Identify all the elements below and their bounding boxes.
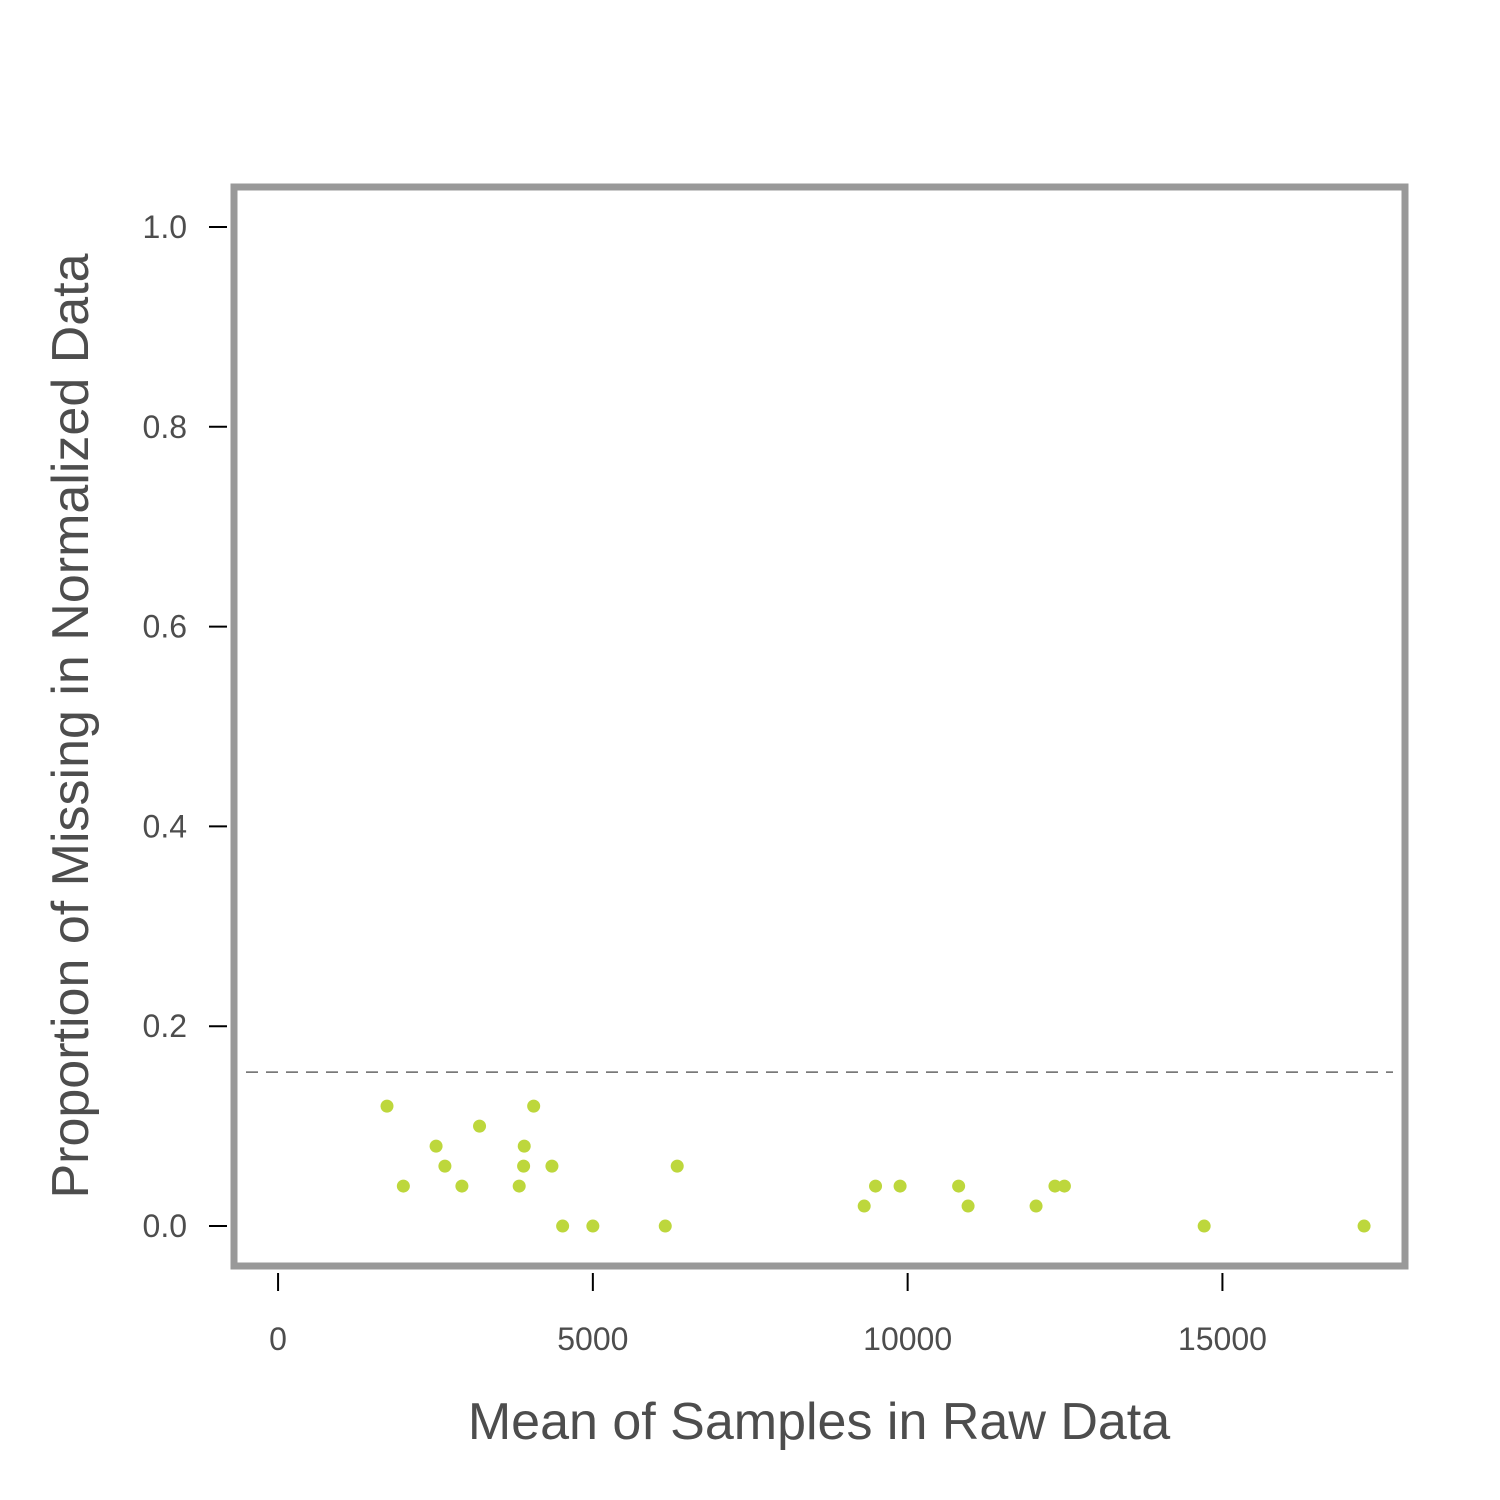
y-tick-label: 0.4 bbox=[143, 808, 187, 844]
plot-frame bbox=[230, 183, 1409, 1270]
data-point bbox=[556, 1219, 570, 1233]
y-tick-label: 0.6 bbox=[143, 609, 187, 645]
data-point bbox=[517, 1159, 531, 1173]
data-point bbox=[473, 1119, 487, 1133]
y-axis-title: Proportion of Missing in Normalized Data bbox=[42, 253, 100, 1198]
data-point bbox=[455, 1179, 469, 1193]
data-point bbox=[438, 1159, 452, 1173]
x-tick-label: 5000 bbox=[557, 1321, 628, 1357]
x-tick-label: 0 bbox=[269, 1321, 287, 1357]
data-point bbox=[1057, 1179, 1071, 1193]
data-point bbox=[857, 1199, 871, 1213]
y-tick-label: 0.0 bbox=[143, 1208, 187, 1244]
data-point bbox=[1197, 1219, 1211, 1233]
data-point bbox=[961, 1199, 975, 1213]
x-tick-label: 15000 bbox=[1178, 1321, 1267, 1357]
plot-layer bbox=[246, 1071, 1393, 1233]
data-point bbox=[586, 1219, 600, 1233]
data-point bbox=[893, 1179, 907, 1193]
x-tick-label: 10000 bbox=[863, 1321, 952, 1357]
x-axis-title: Mean of Samples in Raw Data bbox=[468, 1393, 1170, 1451]
data-point bbox=[545, 1159, 559, 1173]
data-point bbox=[869, 1179, 883, 1193]
data-point bbox=[396, 1179, 410, 1193]
data-point bbox=[527, 1099, 541, 1113]
data-point bbox=[517, 1139, 531, 1153]
data-point bbox=[952, 1179, 966, 1193]
data-point bbox=[380, 1099, 394, 1113]
data-point bbox=[512, 1179, 526, 1193]
y-tick-label: 0.8 bbox=[143, 409, 187, 445]
data-point bbox=[658, 1219, 672, 1233]
data-point bbox=[1048, 1179, 1062, 1193]
data-point bbox=[1029, 1199, 1043, 1213]
data-point bbox=[670, 1159, 684, 1173]
y-tick-label: 1.0 bbox=[143, 209, 187, 245]
axis-layer: 0.0 0.2 0.4 0.6 0.8 1.0 0 5000 10000 15000 bbox=[143, 209, 1267, 1357]
y-tick-label: 0.2 bbox=[143, 1008, 187, 1044]
data-point bbox=[429, 1139, 443, 1153]
data-point bbox=[1357, 1219, 1371, 1233]
